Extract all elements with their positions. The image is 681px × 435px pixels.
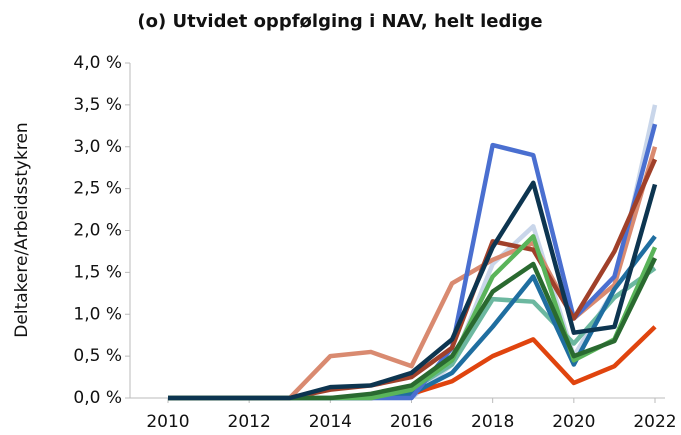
series-line [168, 146, 658, 401]
x-tick-label: 2020 [552, 412, 595, 432]
x-tick-label: 2014 [309, 412, 352, 432]
x-tick-label: 2012 [228, 412, 271, 432]
series-line [168, 180, 658, 401]
y-tick-label: 3,5 % [73, 95, 122, 115]
y-tick-label: 0,0 % [73, 388, 122, 408]
x-tick-label: 2022 [633, 412, 676, 432]
y-tick-label: 3,0 % [73, 137, 122, 157]
y-axis-label: Deltakere/Arbeidsstykren [12, 122, 32, 337]
chart-title: (o) Utvidet oppfølging i NAV, helt ledig… [137, 11, 542, 32]
x-tick-label: 2018 [471, 412, 514, 432]
y-tick-label: 1,0 % [73, 304, 122, 324]
y-tick-label: 2,0 % [73, 221, 122, 241]
y-tick-label: 4,0 % [73, 53, 122, 73]
y-tick-label: 2,5 % [73, 179, 122, 199]
x-tick-label: 2010 [146, 412, 189, 432]
y-tick-label: 1,5 % [73, 262, 122, 282]
y-tick-label: 0,5 % [73, 346, 122, 366]
x-tick-label: 2016 [390, 412, 433, 432]
